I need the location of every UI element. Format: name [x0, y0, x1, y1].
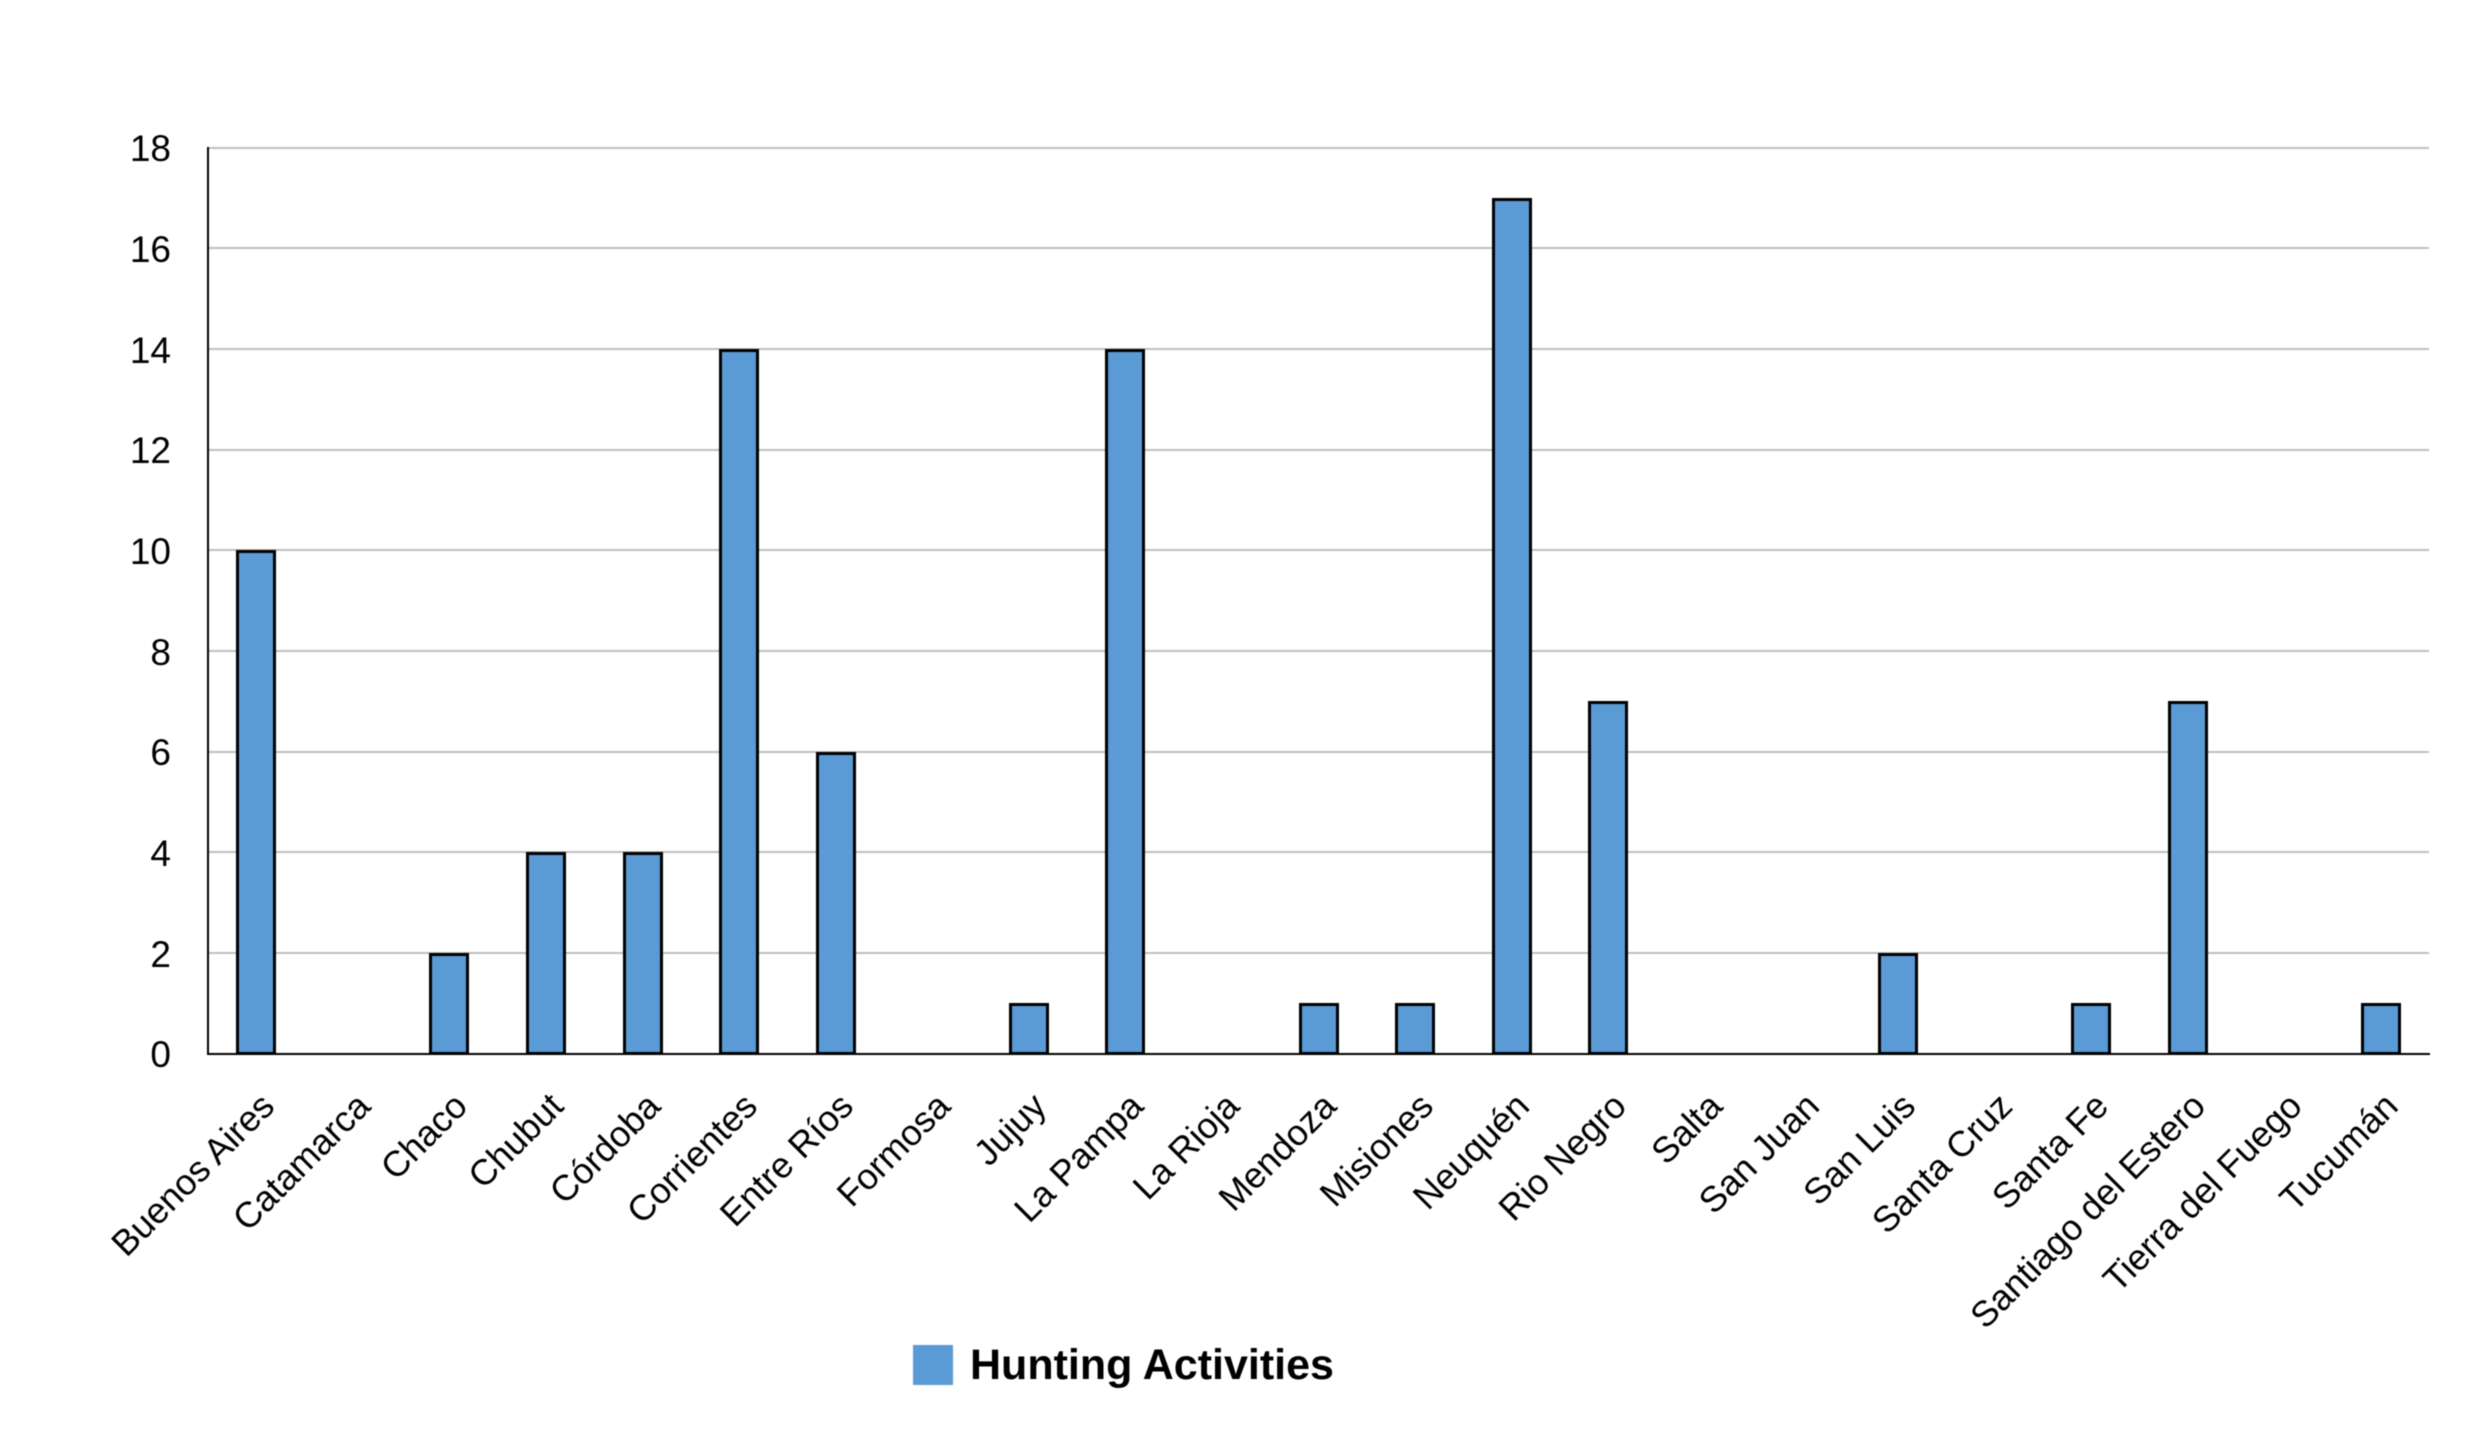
y-tick-label-0: 0 — [150, 1034, 171, 1076]
legend-label: Hunting Activities — [970, 1340, 1334, 1389]
y-tick-label-18: 18 — [129, 128, 171, 170]
bar-neuquen — [1491, 198, 1532, 1055]
bar-santa-fe — [2071, 1003, 2112, 1055]
bar-buenos-aires — [236, 550, 277, 1055]
bar-tucuman — [2360, 1003, 2401, 1055]
gridline-y-8 — [208, 650, 2429, 653]
y-tick-label-10: 10 — [129, 530, 171, 572]
bar-la-pampa — [1105, 349, 1146, 1055]
bar-rio-negro — [1588, 701, 1629, 1055]
y-axis-line — [206, 146, 210, 1055]
gridline-y-16 — [208, 247, 2429, 250]
bar-mendoza — [1298, 1003, 1339, 1055]
legend-marker-swatch — [913, 1345, 953, 1385]
bar-chaco — [429, 953, 470, 1055]
x-category-label-tucuman: Tucumán — [2271, 1084, 2407, 1220]
y-tick-label-14: 14 — [129, 329, 171, 371]
gridline-y-18 — [208, 146, 2429, 149]
y-tick-label-4: 4 — [150, 832, 171, 874]
y-tick-label-2: 2 — [150, 933, 171, 975]
gridline-y-4 — [208, 851, 2429, 854]
legend: Hunting Activities — [913, 1340, 1334, 1389]
x-axis-line — [206, 1052, 2431, 1055]
gridline-y-14 — [208, 348, 2429, 351]
gridline-y-12 — [208, 448, 2429, 451]
gridline-y-6 — [208, 750, 2429, 753]
bar-corrientes — [719, 349, 760, 1055]
bar-santiago-del-estero — [2167, 701, 2208, 1055]
y-tick-label-16: 16 — [129, 228, 171, 270]
gridline-y-10 — [208, 549, 2429, 552]
y-tick-label-8: 8 — [150, 631, 171, 673]
bar-cordoba — [622, 852, 663, 1055]
y-tick-label-12: 12 — [129, 430, 171, 472]
y-tick-label-6: 6 — [150, 732, 171, 774]
bar-jujuy — [1008, 1003, 1049, 1055]
bar-misiones — [1395, 1003, 1436, 1055]
bar-chubut — [525, 852, 566, 1055]
bar-san-luis — [1877, 953, 1918, 1055]
gridline-y-2 — [208, 952, 2429, 955]
bar-entre-rios — [815, 751, 856, 1055]
